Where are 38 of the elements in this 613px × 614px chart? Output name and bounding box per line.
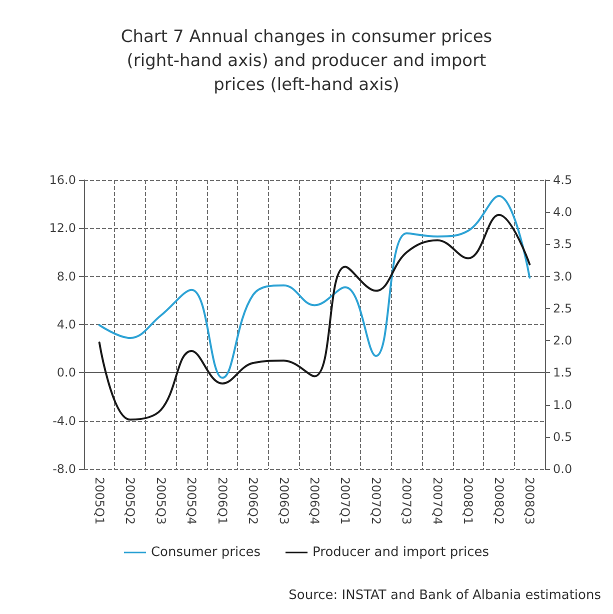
y2-tick-label: 4.0 [553,205,572,220]
x-tick-label: 2006Q2 [246,477,260,525]
x-tick-label: 2008Q2 [492,477,506,525]
x-tick-label: 2005Q4 [184,477,199,525]
x-tick-label: 2006Q1 [215,477,230,525]
chart-title: Chart 7 Annual changes in consumer prices (right-hand axis) and producer and import prices (left-hand axis) [120,27,492,95]
y-tick-label: 16.0 [49,173,76,187]
x-tick-label: 2008Q3 [522,477,537,525]
x-tick-label: 2005Q1 [92,477,106,525]
x-tick-label: 2007Q4 [430,477,444,525]
x-tick-label: 2006Q3 [276,477,291,525]
line-series [98,195,531,379]
y2-tick-label: 3.0 [553,269,572,284]
y-tick-label: -4.0 [52,414,76,428]
x-tick-label: 2005Q2 [123,477,138,525]
y-tick-label: 0.0 [56,366,76,380]
y-tick-label: 8.0 [56,269,76,284]
x-tick-label: 2005Q3 [154,477,168,525]
y2-tick-label: 0.5 [553,430,572,444]
x-tick-label: 2007Q2 [368,477,383,525]
line-series [98,214,531,421]
y-tick-label: -8.0 [52,462,76,476]
source-note: Source: INSTAT and Bank of Albania estimations [288,588,602,603]
x-tick-label: 2007Q1 [338,477,352,525]
x-tick-label: 2006Q4 [308,477,322,525]
y2-tick-label: 0.0 [553,462,572,476]
y2-tick-label: 2.0 [553,334,572,348]
y-tick-label: 12.0 [49,221,76,236]
y2-tick-label: 1.5 [553,366,572,380]
y2-tick-label: 2.5 [553,301,572,316]
x-tick-label: 2008Q1 [461,477,476,525]
y2-tick-label: 1.0 [553,398,572,412]
y-tick-label: 4.0 [56,318,76,332]
y2-tick-label: 4.5 [553,173,572,187]
legend-label: Consumer prices [150,545,261,560]
y2-tick-label: 3.5 [553,237,572,252]
legend-label: Producer and import prices [312,545,490,560]
x-tick-label: 2007Q3 [400,477,414,525]
